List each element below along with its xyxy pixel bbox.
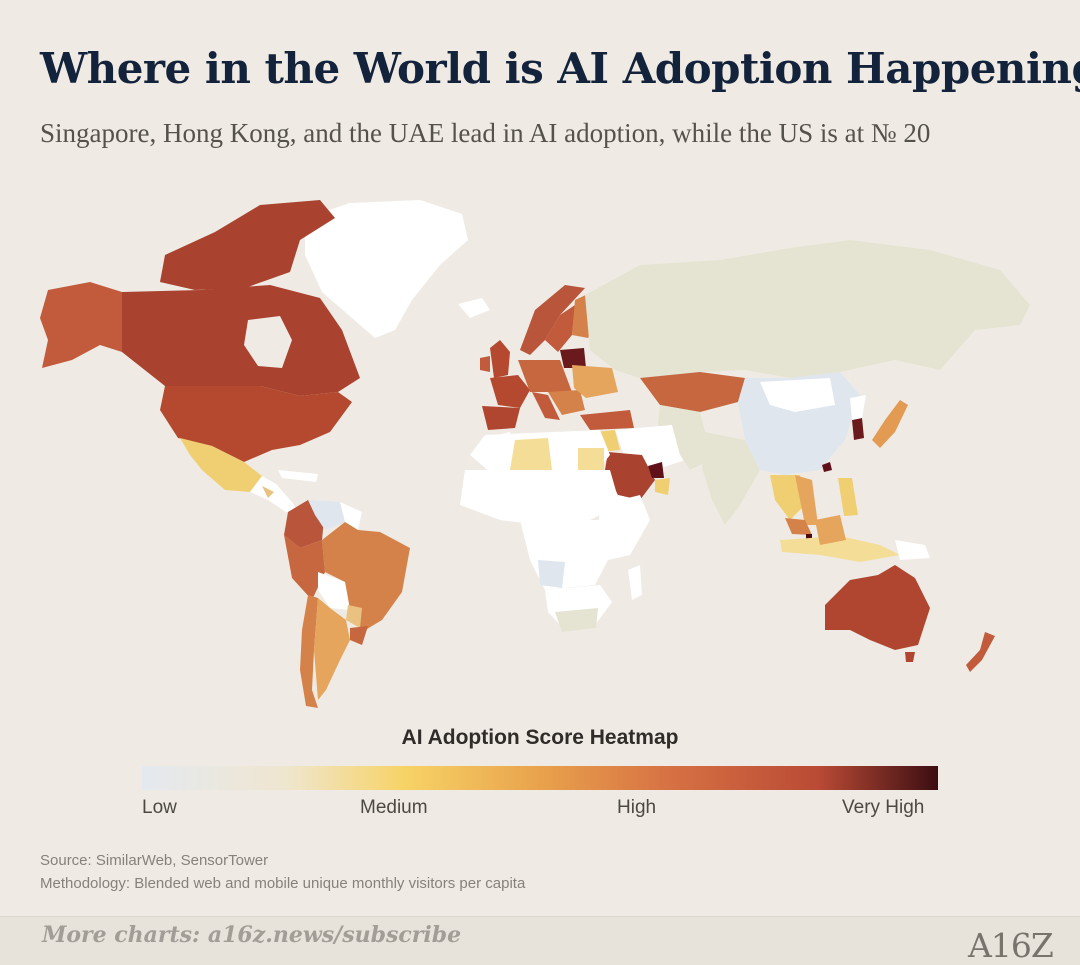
region-japan bbox=[872, 400, 908, 448]
region-balkans bbox=[548, 390, 585, 415]
region-new-zealand bbox=[966, 632, 995, 672]
region-angola bbox=[538, 560, 565, 588]
region-mexico bbox=[180, 438, 262, 492]
region-turkey bbox=[580, 410, 634, 430]
region-australia bbox=[825, 565, 930, 650]
hudson-bay bbox=[244, 316, 292, 368]
region-brazil bbox=[322, 522, 410, 632]
methodology-line: Methodology: Blended web and mobile uniq… bbox=[40, 875, 526, 892]
region-egypt bbox=[578, 448, 604, 472]
legend-color-scale bbox=[142, 766, 938, 790]
region-kazakhstan bbox=[640, 372, 745, 412]
region-germany-central bbox=[518, 360, 572, 392]
region-drc bbox=[545, 530, 590, 570]
region-malaysia bbox=[785, 518, 812, 535]
footer-bar bbox=[0, 916, 1080, 965]
region-philippines bbox=[838, 478, 858, 516]
a16z-logo: A16Z bbox=[968, 926, 1054, 965]
region-east-africa bbox=[598, 495, 650, 560]
region-russia bbox=[585, 240, 1030, 378]
region-greenland bbox=[305, 200, 468, 338]
region-eastern-europe bbox=[572, 365, 618, 398]
region-alaska bbox=[40, 282, 122, 368]
region-france bbox=[490, 375, 530, 408]
region-canada bbox=[122, 285, 360, 396]
region-madagascar bbox=[628, 565, 642, 600]
legend-label-medium: Medium bbox=[360, 797, 428, 818]
region-venezuela bbox=[308, 500, 345, 530]
region-morocco bbox=[483, 432, 512, 455]
page-title: Where in the World is AI Adoption Happen… bbox=[40, 44, 1080, 93]
region-bolivia bbox=[318, 572, 350, 610]
region-oman bbox=[655, 478, 670, 495]
region-paraguay bbox=[346, 605, 362, 628]
source-notes: Source: SimilarWeb, SensorTower Methodol… bbox=[40, 849, 525, 895]
legend-label-low: Low bbox=[142, 797, 177, 818]
region-canada-arctic bbox=[160, 200, 335, 290]
region-ireland bbox=[480, 356, 490, 372]
legend-label-high: High bbox=[617, 797, 657, 818]
subscribe-link[interactable]: More charts: a16z.news/subscribe bbox=[42, 922, 462, 948]
region-uruguay bbox=[350, 626, 368, 645]
region-norway bbox=[520, 285, 585, 355]
region-algeria bbox=[510, 438, 552, 470]
region-india bbox=[702, 432, 760, 525]
region-tasmania bbox=[905, 652, 915, 662]
region-borneo bbox=[815, 515, 846, 545]
region-spain-portugal bbox=[482, 406, 520, 430]
region-caribbean bbox=[278, 470, 318, 482]
region-saudi bbox=[605, 452, 655, 500]
region-indonesia bbox=[780, 536, 900, 562]
region-south-africa bbox=[555, 608, 598, 632]
page-subtitle: Singapore, Hong Kong, and the UAE lead i… bbox=[40, 118, 931, 148]
region-baltics bbox=[560, 348, 586, 368]
region-mongolia bbox=[760, 378, 835, 412]
legend-label-very-high: Very High bbox=[842, 797, 925, 818]
region-usa bbox=[160, 386, 352, 462]
region-uae bbox=[648, 462, 664, 478]
region-chile bbox=[300, 595, 318, 708]
region-italy bbox=[532, 392, 560, 420]
region-north-korea bbox=[850, 395, 866, 420]
region-argentina bbox=[314, 598, 350, 700]
region-central-america bbox=[250, 476, 300, 515]
region-uk bbox=[490, 340, 510, 378]
region-iceland bbox=[458, 298, 490, 318]
region-sahel bbox=[460, 470, 620, 525]
region-hong-kong bbox=[822, 462, 832, 472]
region-vietnam bbox=[795, 475, 818, 525]
region-guianas bbox=[340, 502, 362, 530]
region-libya bbox=[556, 448, 580, 470]
region-south-korea bbox=[852, 418, 864, 440]
region-pakistan bbox=[672, 425, 710, 470]
region-papua bbox=[895, 540, 930, 560]
region-sweden bbox=[545, 305, 575, 352]
source-line: Source: SimilarWeb, SensorTower bbox=[40, 852, 269, 869]
world-map bbox=[40, 200, 1030, 708]
region-central-america-b bbox=[262, 486, 274, 498]
legend-title: AI Adoption Score Heatmap bbox=[401, 726, 679, 749]
region-thailand bbox=[770, 475, 805, 520]
region-peru bbox=[284, 535, 325, 600]
